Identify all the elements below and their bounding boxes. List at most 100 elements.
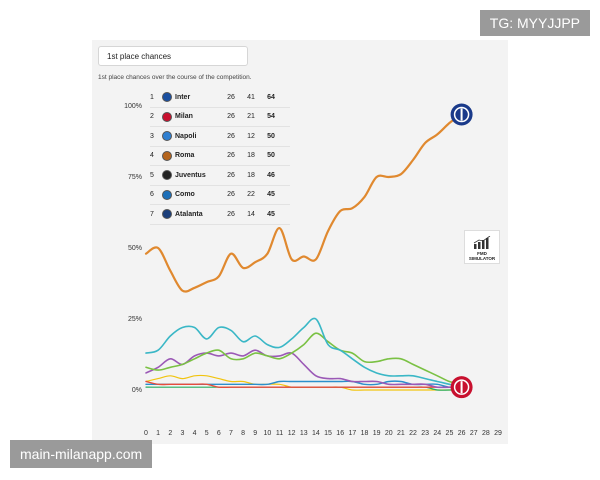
standings-row: 3 Napoli 26 12 50 — [150, 127, 290, 147]
series-line — [145, 374, 463, 391]
series-line — [145, 380, 463, 389]
standings-team: Milan — [175, 113, 193, 121]
standings-points: 41 — [247, 93, 255, 101]
x-tick-label: 22 — [409, 430, 417, 437]
series-line — [145, 317, 463, 388]
x-tick-label: 1 — [156, 430, 160, 437]
y-tick-label: 25% — [128, 316, 142, 323]
standings-row: 2 Milan 26 21 54 — [150, 108, 290, 127]
x-tick-label: 23 — [421, 430, 429, 437]
standings-played: 26 — [227, 210, 235, 218]
chart-subtitle: 1st place chances over the course of the… — [98, 74, 252, 81]
fmd-logo-text: FMD SIMULATOR — [468, 251, 496, 261]
x-tick-label: 27 — [470, 430, 478, 437]
standings-played: 26 — [227, 113, 235, 121]
x-tick-label: 5 — [205, 430, 209, 437]
watermark-bottom: main-milanapp.com — [10, 440, 153, 468]
standings-rank: 6 — [150, 191, 154, 199]
standings-table: 1 Inter 26 41 64 2 Milan 26 21 54 3 Napoli 26 12 50 4 Ro… — [150, 88, 290, 225]
standings-chance: 45 — [267, 191, 275, 199]
standings-row: 1 Inter 26 41 64 — [150, 88, 290, 108]
x-tick-label: 16 — [336, 430, 344, 437]
team-crest-icon — [162, 189, 172, 200]
standings-chance: 46 — [267, 171, 275, 179]
inter-crest-icon — [450, 103, 473, 126]
standings-chance: 50 — [267, 132, 275, 140]
standings-played: 26 — [227, 191, 235, 199]
standings-row: 4 Roma 26 18 50 — [150, 147, 290, 166]
standings-points: 18 — [247, 171, 255, 179]
standings-chance: 64 — [267, 93, 275, 101]
series-line — [145, 349, 463, 389]
x-tick-label: 9 — [253, 430, 257, 437]
team-crest-icon — [162, 131, 172, 142]
chart-selector-dropdown[interactable]: 1st place chances — [98, 46, 248, 66]
team-crest-icon — [162, 92, 172, 103]
standings-points: 22 — [247, 191, 255, 199]
standings-team: Roma — [175, 152, 195, 160]
standings-played: 26 — [227, 93, 235, 101]
x-tick-label: 29 — [494, 430, 502, 437]
standings-team: Inter — [175, 93, 191, 101]
x-tick-label: 21 — [397, 430, 405, 437]
watermark-top: TG: MYYJJPP — [479, 10, 590, 36]
x-tick-label: 13 — [300, 430, 308, 437]
x-tick-label: 28 — [482, 430, 490, 437]
standings-row: 5 Juventus 26 18 46 — [150, 166, 290, 186]
standings-rank: 3 — [150, 132, 154, 140]
x-tick-label: 20 — [385, 430, 393, 437]
x-tick-label: 4 — [193, 430, 197, 437]
x-tick-label: 3 — [180, 430, 184, 437]
team-crest-icon — [162, 111, 172, 122]
x-tick-label: 25 — [446, 430, 454, 437]
x-tick-label: 8 — [241, 430, 245, 437]
x-tick-label: 0 — [144, 430, 148, 437]
standings-rank: 2 — [150, 113, 154, 121]
standings-row: 6 Como 26 22 45 — [150, 186, 290, 205]
y-tick-label: 0% — [132, 387, 142, 394]
x-tick-label: 2 — [168, 430, 172, 437]
standings-team: Napoli — [175, 132, 197, 140]
team-crest-icon — [162, 209, 172, 220]
bar-chart-icon — [473, 236, 491, 249]
x-tick-label: 15 — [324, 430, 332, 437]
standings-rank: 1 — [150, 93, 154, 101]
standings-chance: 50 — [267, 152, 275, 160]
x-tick-label: 24 — [433, 430, 441, 437]
x-tick-label: 19 — [373, 430, 381, 437]
standings-row: 7 Atalanta 26 14 45 — [150, 205, 290, 225]
team-crest-icon — [162, 170, 172, 181]
y-tick-label: 100% — [124, 103, 142, 110]
standings-points: 12 — [247, 132, 255, 140]
standings-team: Juventus — [175, 171, 206, 179]
standings-team: Atalanta — [175, 210, 203, 218]
standings-chance: 45 — [267, 210, 275, 218]
x-tick-label: 11 — [276, 430, 283, 437]
standings-points: 21 — [247, 113, 255, 121]
standings-points: 18 — [247, 152, 255, 160]
standings-points: 14 — [247, 210, 255, 218]
x-tick-label: 7 — [229, 430, 233, 437]
standings-played: 26 — [227, 132, 235, 140]
y-tick-label: 50% — [128, 245, 142, 252]
chart-selector-label: 1st place chances — [107, 52, 172, 61]
fmd-simulator-logo: FMD SIMULATOR — [464, 230, 500, 264]
team-crest-icon — [162, 150, 172, 161]
x-tick-label: 18 — [361, 430, 369, 437]
milan-crest-icon — [450, 376, 473, 399]
standings-chance: 54 — [267, 113, 275, 121]
series-line — [145, 332, 463, 386]
x-tick-label: 26 — [458, 430, 466, 437]
y-tick-label: 75% — [128, 174, 142, 181]
series-line — [144, 113, 463, 293]
x-tick-label: 10 — [263, 430, 271, 437]
x-tick-label: 14 — [312, 430, 320, 437]
standings-played: 26 — [227, 171, 235, 179]
x-tick-label: 6 — [217, 430, 221, 437]
standings-rank: 7 — [150, 210, 154, 218]
standings-rank: 5 — [150, 171, 154, 179]
standings-rank: 4 — [150, 152, 154, 160]
x-tick-label: 12 — [288, 430, 296, 437]
standings-played: 26 — [227, 152, 235, 160]
